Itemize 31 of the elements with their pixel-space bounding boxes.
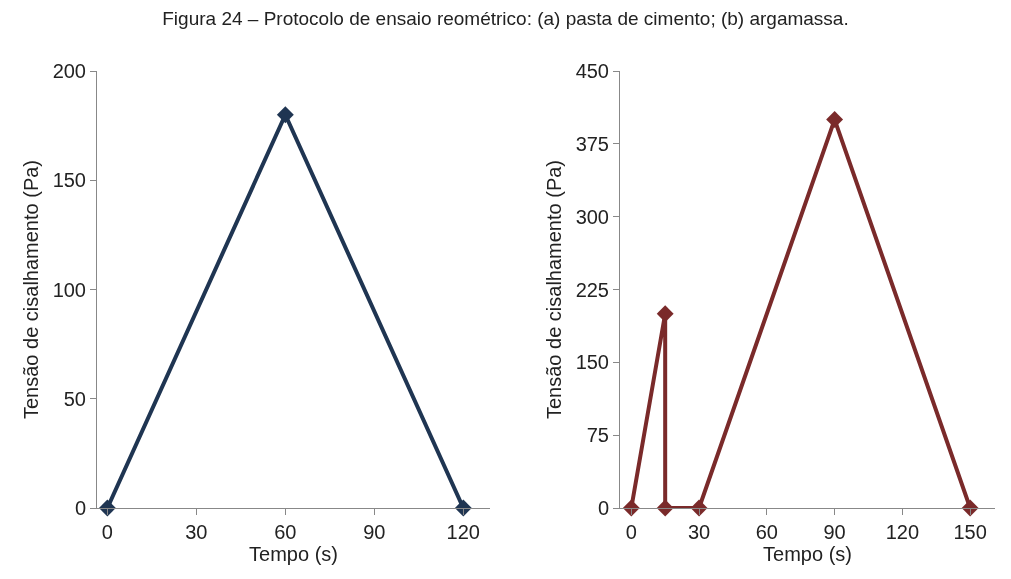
point	[826, 111, 844, 129]
point	[656, 499, 674, 517]
y-tick-label: 50	[63, 387, 86, 410]
y-tick-label: 150	[52, 169, 86, 192]
y-tick-label: 225	[575, 278, 609, 301]
x-tick-label: 150	[953, 521, 987, 543]
x-tick-label: 0	[625, 521, 637, 543]
y-tick-label: 375	[575, 132, 609, 155]
y-tick-label: 200	[52, 60, 86, 82]
y-tick-label: 300	[575, 205, 609, 228]
y-tick-label: 0	[74, 497, 86, 519]
y-tick-label: 450	[575, 60, 609, 82]
x-tick-label: 0	[101, 521, 113, 543]
y-axis-title: Tensão de cisalhamento (Pa)	[20, 159, 43, 420]
x-tick-label: 90	[823, 521, 846, 543]
y-tick-label: 150	[575, 351, 609, 374]
y-tick-label: 100	[52, 278, 86, 301]
y-axis-title: Tensão de cisalhamento (Pa)	[543, 159, 566, 420]
text: Figura 24 – Protocolo de ensaio reométrico: (a) pasta de cimento; (b) argamassa.	[161, 8, 850, 30]
x-tick-label: 60	[274, 521, 297, 543]
point	[656, 305, 674, 323]
x-axis-title: Tempo (s)	[763, 543, 852, 565]
x-tick-label: 90	[363, 521, 386, 543]
y-tick-label: 0	[597, 497, 609, 519]
x-tick-label: 120	[885, 521, 920, 543]
x-axis-title: Tempo (s)	[249, 543, 338, 565]
x-tick-label: 120	[446, 521, 480, 543]
y-tick-label: 75	[586, 424, 609, 447]
x-tick-label: 60	[755, 521, 778, 543]
x-tick-label: 30	[687, 521, 711, 543]
x-tick-label: 30	[185, 521, 208, 543]
